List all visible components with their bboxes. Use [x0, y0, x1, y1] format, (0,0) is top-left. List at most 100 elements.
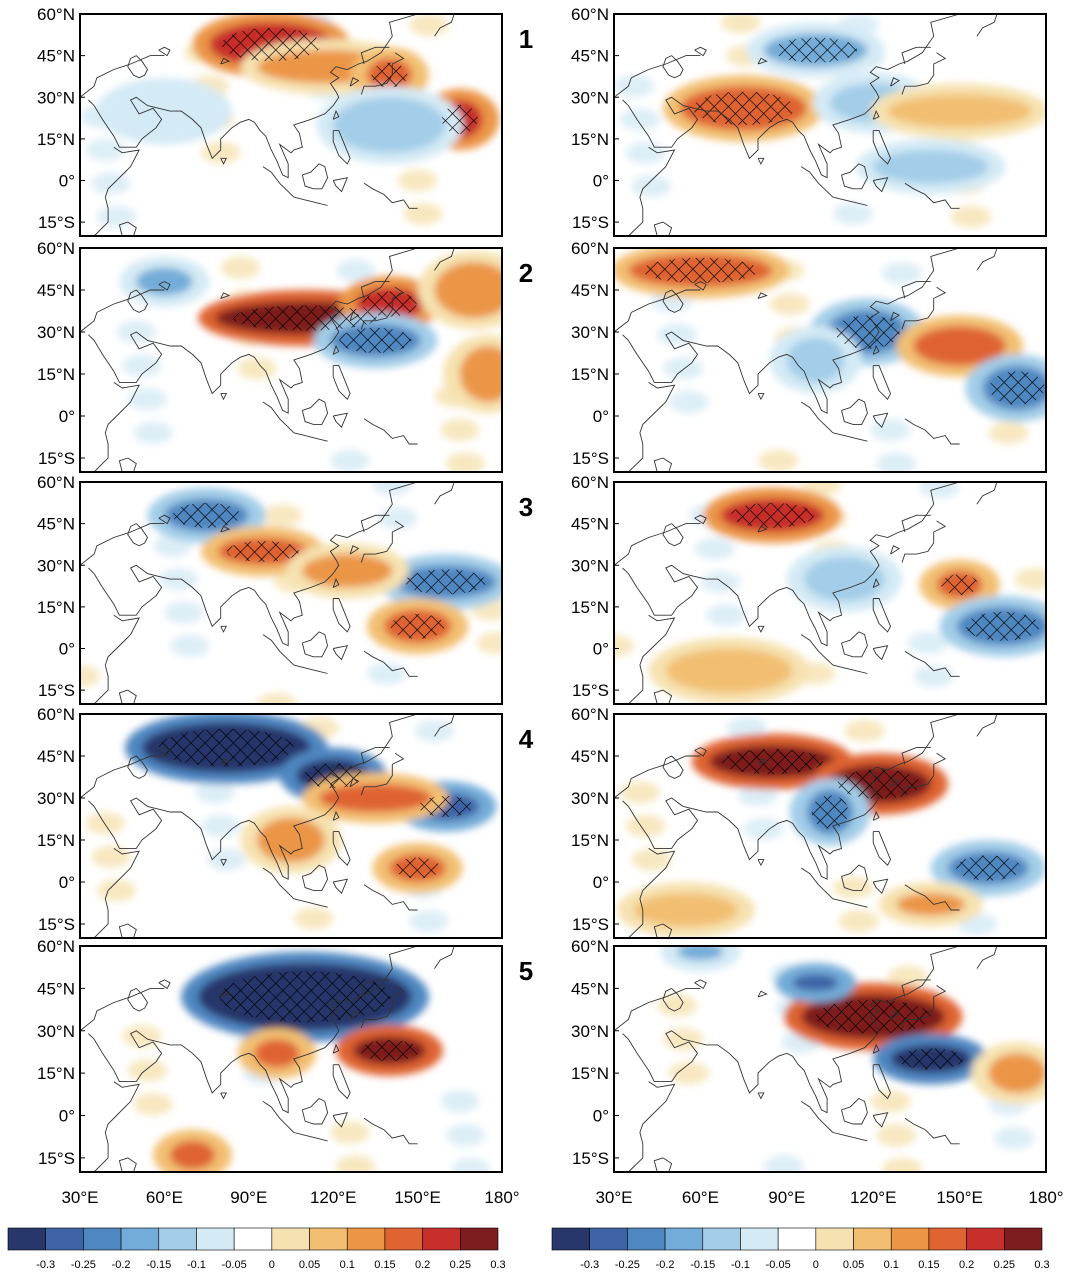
coastline — [890, 545, 901, 555]
coastline — [293, 898, 328, 908]
coastline — [694, 979, 707, 990]
coastline — [332, 109, 340, 120]
coastline — [800, 1101, 834, 1133]
colorbar-swatch — [627, 1227, 666, 1251]
coastline — [800, 634, 834, 666]
coastline — [976, 482, 998, 505]
anomaly-background-patch — [262, 504, 303, 527]
anomaly-background-patch — [91, 845, 131, 868]
colorbar-tick-label: -0.3 — [36, 1259, 55, 1271]
coastline — [301, 1097, 329, 1125]
coastline — [363, 182, 418, 209]
coastline — [872, 645, 889, 661]
anomaly-background-patch — [409, 910, 449, 933]
anomaly-background-patch — [127, 388, 168, 411]
anomaly-background-patch — [763, 1155, 805, 1172]
colorbar-tick-label: -0.1 — [187, 1259, 206, 1271]
anomaly-background-patch — [950, 205, 992, 228]
coastline — [653, 923, 673, 938]
anomaly-background-patch — [96, 879, 137, 902]
longitude-label: 60°E — [682, 1188, 719, 1207]
coastline — [901, 985, 947, 1029]
coastline — [349, 777, 360, 788]
anomaly-core — [913, 326, 1006, 366]
anomaly-core — [792, 974, 839, 992]
coastline — [832, 664, 868, 674]
coastline — [841, 631, 868, 658]
anomaly-background-patch — [614, 634, 635, 657]
anomaly-core — [434, 262, 502, 318]
anomaly-background-patch — [870, 1090, 911, 1113]
coastline — [890, 311, 901, 322]
coastline — [262, 401, 295, 434]
longitude-label: 120°E — [310, 1188, 357, 1207]
map-panel-5-left: 60°N 45°N 30°N 15°N 0° 15°S — [37, 937, 503, 1173]
coastline — [653, 689, 673, 704]
significance-hatching — [221, 27, 321, 62]
colorbar-tick-label: -0.15 — [690, 1259, 715, 1271]
coastline — [360, 286, 405, 330]
coastline — [800, 867, 834, 900]
latitude-label: 0° — [593, 1107, 609, 1126]
latitude-label: 15°S — [572, 915, 609, 934]
colorbar-2: -0.3 -0.25 -0.2 -0.15 -0.1 -0.05 0 0.05 0.1 0.15 0… — [551, 1227, 1050, 1271]
longitude-label: 60°E — [146, 1188, 183, 1207]
colorbar-swatch — [460, 1227, 499, 1251]
coastline — [332, 1043, 340, 1054]
coastline — [662, 523, 684, 547]
coastline — [127, 55, 149, 79]
anomaly-background-patch — [85, 138, 126, 162]
significance-hatching — [219, 971, 391, 1023]
anomaly-background-patch — [720, 14, 761, 34]
coastline — [158, 747, 171, 757]
panel-row-label: 1 — [519, 24, 533, 54]
longitude-label: 180° — [484, 1188, 519, 1207]
coastline — [80, 523, 165, 566]
anomaly-background-patch — [445, 1123, 486, 1147]
coastline — [901, 52, 947, 95]
anomaly-core — [873, 149, 989, 184]
latitude-label: 45°N — [37, 747, 75, 766]
colorbar-swatch — [928, 1227, 967, 1251]
panel-frame — [79, 481, 503, 705]
coastline — [890, 77, 901, 87]
coastline — [901, 286, 947, 330]
anomaly-background-patch — [876, 452, 917, 472]
longitude-label: 90°E — [768, 1188, 805, 1207]
colorbar-swatch — [777, 1227, 817, 1251]
coastline — [872, 130, 891, 165]
coastline — [360, 520, 405, 563]
coastline — [360, 46, 390, 65]
colorbar-tick-label: -0.1 — [731, 1259, 750, 1271]
coastline — [93, 1081, 140, 1172]
colorbar-tick-label: 0.15 — [374, 1259, 395, 1271]
coastline — [694, 281, 707, 291]
anomaly-background-patch — [397, 169, 438, 192]
latitude-label: 0° — [593, 172, 609, 191]
colorbar-tick-label: 0.05 — [299, 1259, 320, 1271]
coastline — [88, 714, 418, 880]
coastline — [332, 598, 351, 633]
colorbars: -0.3 -0.25 -0.2 -0.15 -0.1 -0.05 0 0.05 0.1 0.15 0… — [7, 1227, 1050, 1271]
anomaly-background-patch — [330, 449, 370, 472]
colorbar-swatch — [966, 1227, 1005, 1251]
significance-hatching — [395, 857, 441, 879]
anomaly-background-patch — [994, 1126, 1035, 1150]
latitude-label: 15°S — [38, 681, 75, 700]
coastline — [360, 985, 405, 1029]
anomaly-background-patch — [96, 205, 137, 228]
anomaly-core — [896, 893, 966, 916]
anomaly-background-patch — [91, 172, 131, 195]
coastline — [841, 864, 868, 891]
panel-row-label: 2 — [519, 258, 533, 288]
coastline — [976, 248, 998, 271]
latitude-label: 30°N — [37, 88, 75, 107]
map-panel-2-left: 60°N 45°N 30°N 15°N 0° 15°S — [37, 239, 503, 473]
panel-frame — [79, 945, 503, 1173]
latitude-label: 60°N — [37, 5, 75, 24]
coastline — [360, 281, 390, 299]
anomaly-background-patch — [876, 1123, 917, 1147]
map-panel-4-right: 60°N 45°N 30°N 15°N 0° 15°S — [571, 705, 1047, 939]
anomaly-background-patch — [619, 108, 661, 131]
